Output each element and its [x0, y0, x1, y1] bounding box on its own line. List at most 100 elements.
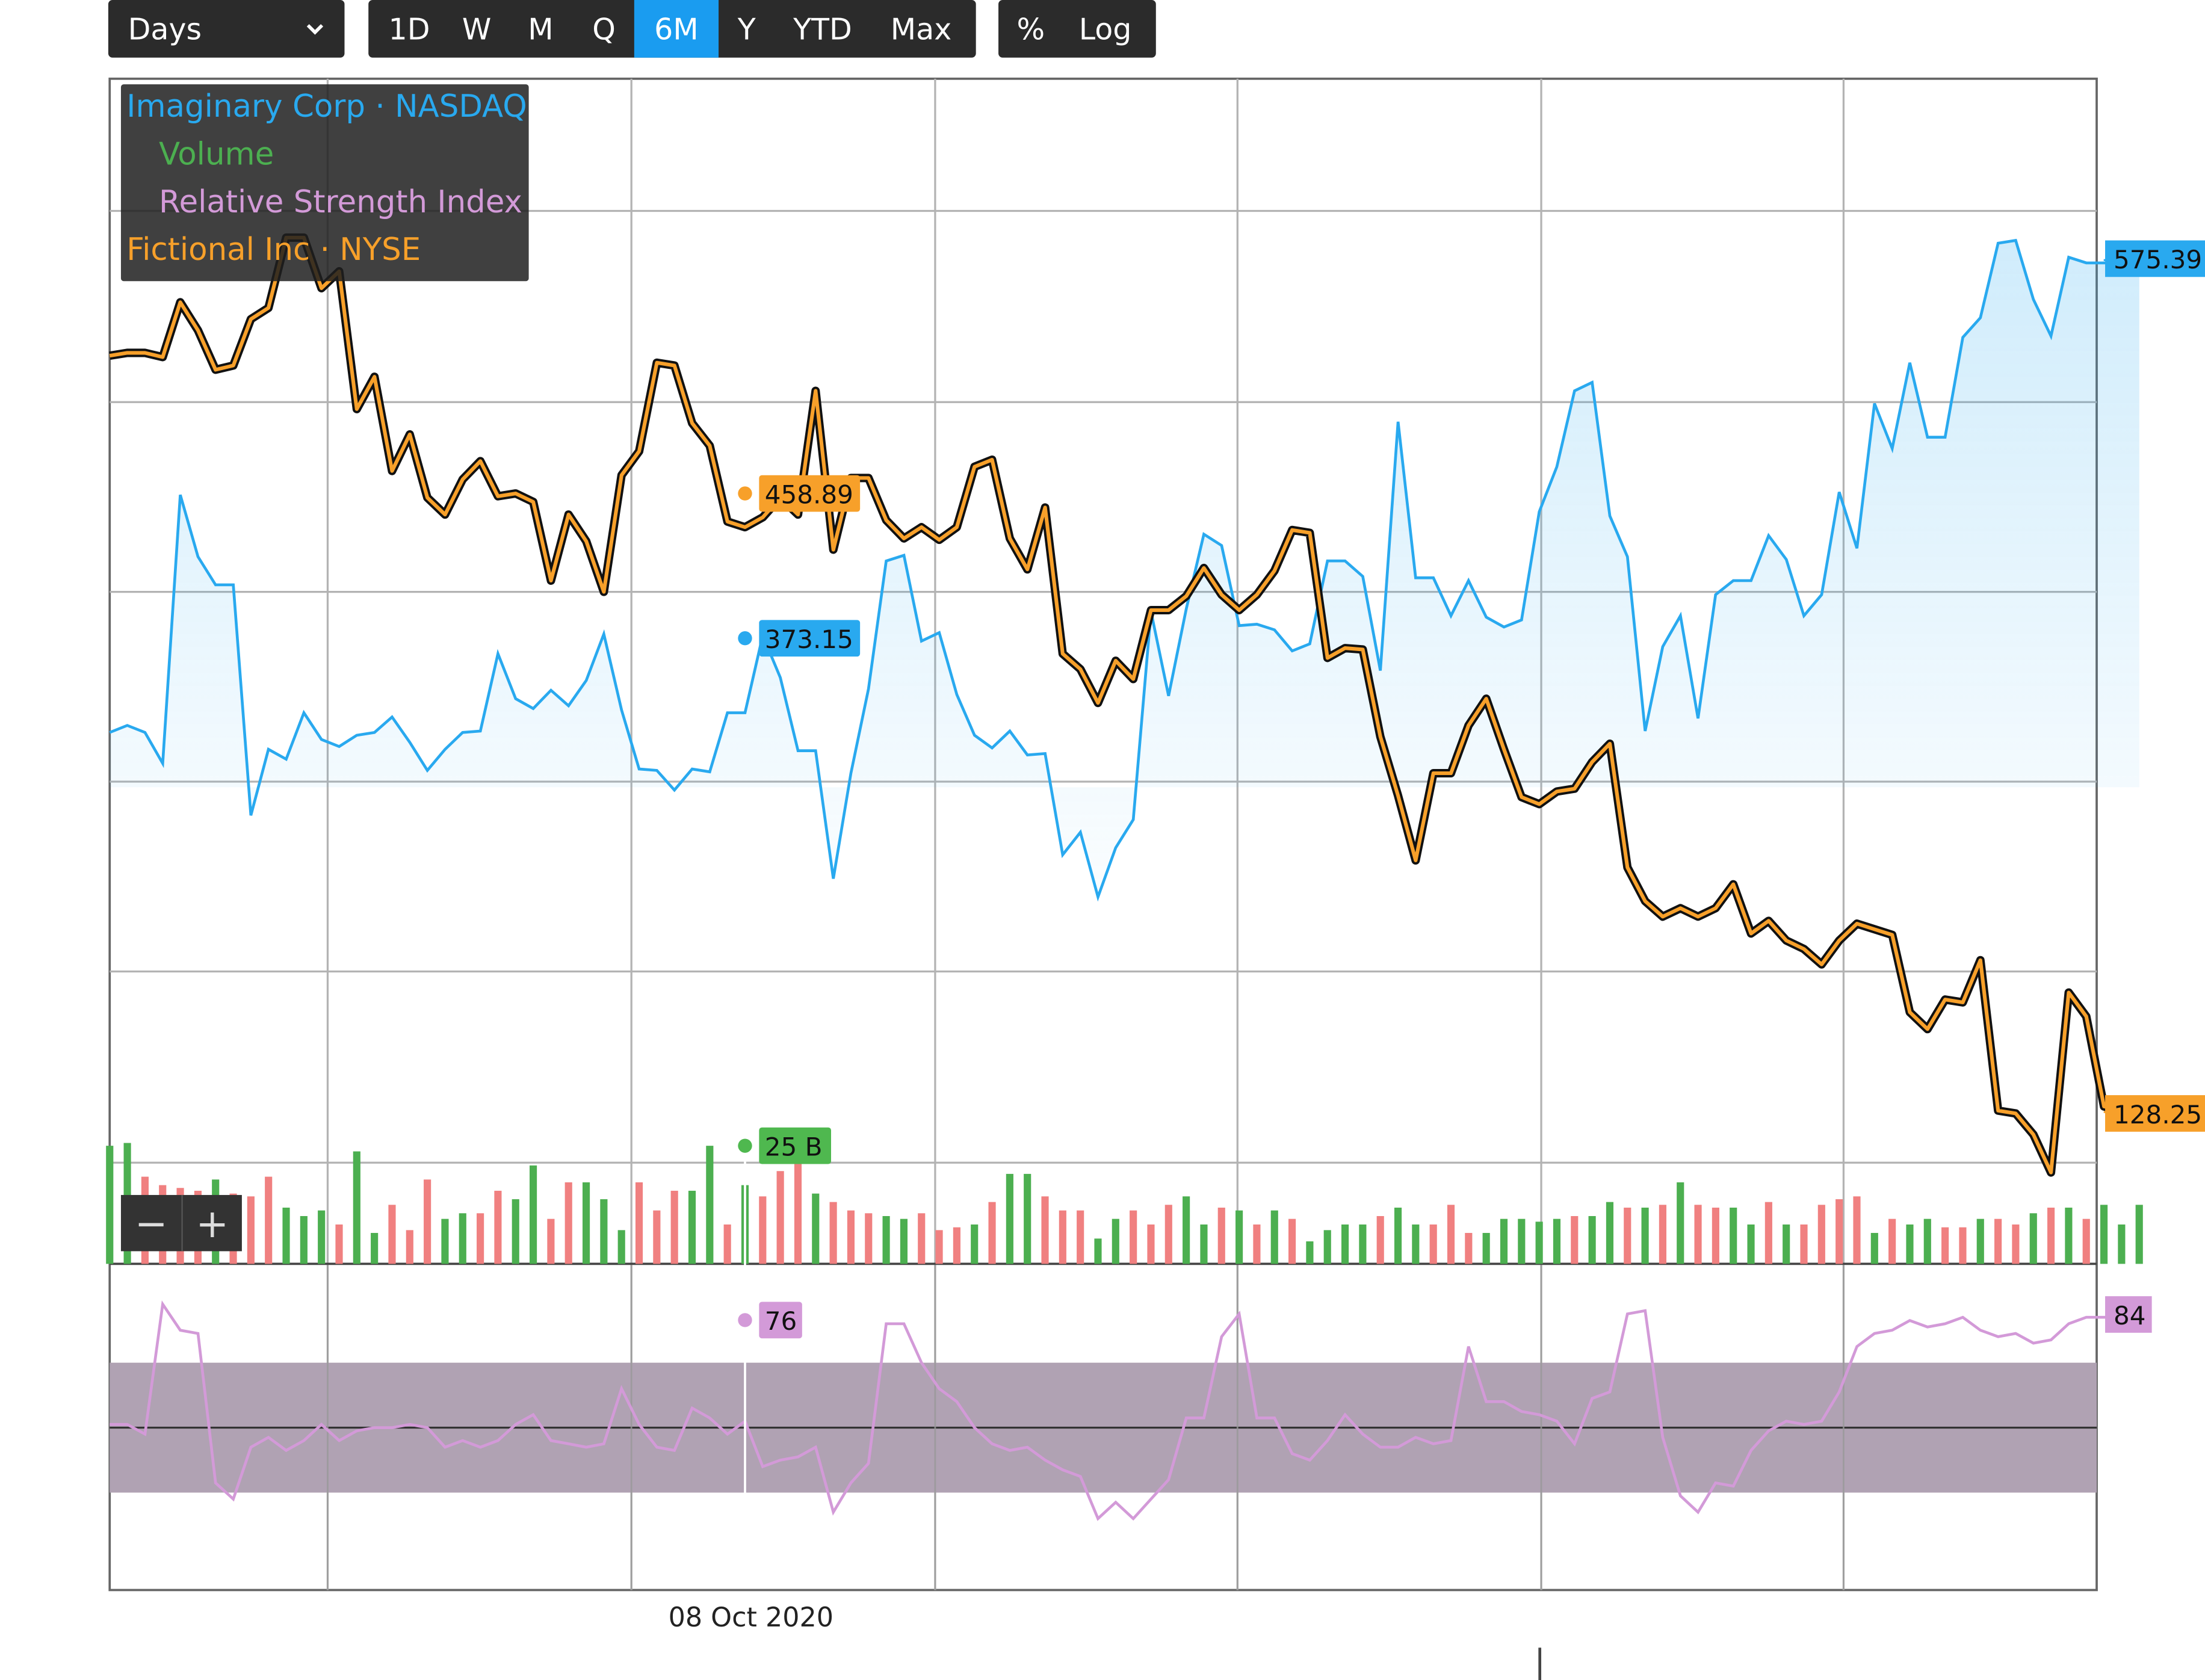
volume-bar — [477, 1213, 484, 1264]
period-button-q[interactable]: Q — [592, 11, 616, 46]
volume-bar — [1764, 1202, 1772, 1264]
volume-bar — [670, 1190, 678, 1264]
volume-bar — [1288, 1218, 1296, 1264]
volume-bar — [900, 1218, 908, 1264]
volume-bar — [547, 1218, 555, 1264]
period-button-y[interactable]: Y — [737, 11, 756, 46]
volume-bar — [2082, 1218, 2090, 1264]
rsi-line — [110, 1300, 2139, 1521]
last-imaginary-label-text: 575.39 — [2114, 245, 2202, 274]
chevron-down-icon — [306, 23, 324, 34]
volume-bar — [282, 1207, 290, 1264]
period-button-6m[interactable]: 6M — [634, 0, 719, 58]
volume-bar — [776, 1171, 784, 1264]
crosshair-volume-label: 25 B — [738, 1127, 831, 1164]
volume-bar — [1571, 1215, 1579, 1264]
crosshair-fictional-label-text: 458.89 — [765, 480, 853, 509]
crosshair-rsi-label-dot — [738, 1313, 752, 1327]
volume-bar — [1024, 1173, 1031, 1264]
mode-button-log[interactable]: Log — [1078, 11, 1132, 46]
volume-bar — [1959, 1227, 1967, 1264]
volume-bar — [106, 1146, 114, 1264]
volume-bar — [1870, 1233, 1878, 1264]
volume-bar — [388, 1205, 396, 1264]
volume-bar — [617, 1230, 625, 1264]
volume-bar — [1306, 1241, 1314, 1264]
period-button-max[interactable]: Max — [890, 11, 952, 46]
volume-bar — [971, 1224, 979, 1264]
volume-bar — [865, 1213, 873, 1264]
volume-bar — [2065, 1207, 2073, 1264]
period-button-m[interactable]: M — [528, 11, 554, 46]
volume-bar — [1183, 1196, 1190, 1264]
volume-bar — [1359, 1224, 1367, 1264]
volume-bar — [600, 1199, 608, 1264]
volume-bars — [106, 1143, 2143, 1264]
series-legend: Imaginary Corp · NASDAQ Volume Relative … — [120, 84, 529, 282]
volume-bar — [653, 1210, 661, 1264]
volume-bar — [812, 1193, 820, 1264]
volume-bar — [1112, 1218, 1119, 1264]
rsi-panel — [110, 1265, 2139, 1590]
zoom-controls: − + — [120, 1194, 242, 1252]
volume-bar — [882, 1215, 890, 1264]
fictional-line — [109, 235, 2140, 1175]
volume-bar — [424, 1179, 431, 1264]
crosshair-rsi-label-text: 76 — [765, 1306, 797, 1336]
volume-bar — [935, 1230, 943, 1264]
crosshair-fictional-label-box — [759, 475, 861, 512]
volume-bar — [1835, 1199, 1843, 1264]
volume-bar — [1323, 1230, 1331, 1264]
volume-bar — [635, 1182, 643, 1264]
volume-bar — [459, 1213, 466, 1264]
volume-bar — [494, 1190, 502, 1264]
period-button-ytd[interactable]: YTD — [793, 11, 852, 46]
volume-bar — [1747, 1224, 1755, 1264]
volume-bar — [2135, 1205, 2143, 1264]
period-select-label: Days — [128, 11, 202, 46]
zoom-in-button[interactable]: + — [181, 1194, 241, 1252]
volume-bar — [1270, 1210, 1278, 1264]
volume-bar — [371, 1233, 379, 1264]
crosshair-rsi-label-box — [759, 1302, 802, 1339]
legend-fictional-inc[interactable]: Fictional Inc · NYSE — [126, 233, 421, 269]
volume-bar — [512, 1199, 519, 1264]
volume-bar — [918, 1213, 926, 1264]
zoom-out-button[interactable]: − — [134, 1200, 168, 1247]
volume-bar — [564, 1182, 572, 1264]
period-button-w[interactable]: W — [462, 11, 492, 46]
volume-bar — [582, 1182, 590, 1264]
price-series — [109, 233, 2140, 1177]
volume-bar — [1677, 1182, 1684, 1264]
volume-bar — [530, 1165, 537, 1264]
volume-bar — [2047, 1207, 2055, 1264]
volume-bar — [1923, 1218, 1931, 1264]
mode-button-percent[interactable]: % — [1016, 11, 1045, 46]
x-axis-date-label: 08 Oct 2020 — [669, 1602, 833, 1633]
legend-volume[interactable]: Volume — [159, 137, 274, 173]
last-rsi-label-text: 84 — [2114, 1301, 2146, 1330]
last-imaginary-label-box — [2105, 240, 2205, 277]
volume-bar — [1394, 1207, 1402, 1264]
volume-bar — [300, 1215, 308, 1264]
period-select[interactable]: Days — [108, 0, 345, 58]
volume-bar — [2029, 1213, 2037, 1264]
legend-imaginary-corp[interactable]: Imaginary Corp · NASDAQ — [126, 90, 527, 125]
volume-bar — [1800, 1224, 1808, 1264]
volume-bar — [2118, 1224, 2126, 1264]
volume-bar — [1906, 1224, 1914, 1264]
volume-bar — [1164, 1205, 1172, 1264]
volume-bar — [247, 1196, 255, 1264]
volume-bar — [1041, 1196, 1049, 1264]
period-button-1d[interactable]: 1D — [388, 11, 430, 46]
imaginary-area — [110, 240, 2139, 897]
volume-bar — [1077, 1210, 1084, 1264]
legend-rsi[interactable]: Relative Strength Index — [159, 185, 522, 221]
volume-bar — [1217, 1207, 1225, 1264]
volume-bar — [1006, 1173, 1013, 1264]
volume-bar — [265, 1176, 273, 1264]
volume-bar — [688, 1190, 696, 1264]
volume-bar — [1200, 1224, 1208, 1264]
volume-bar — [706, 1146, 714, 1264]
